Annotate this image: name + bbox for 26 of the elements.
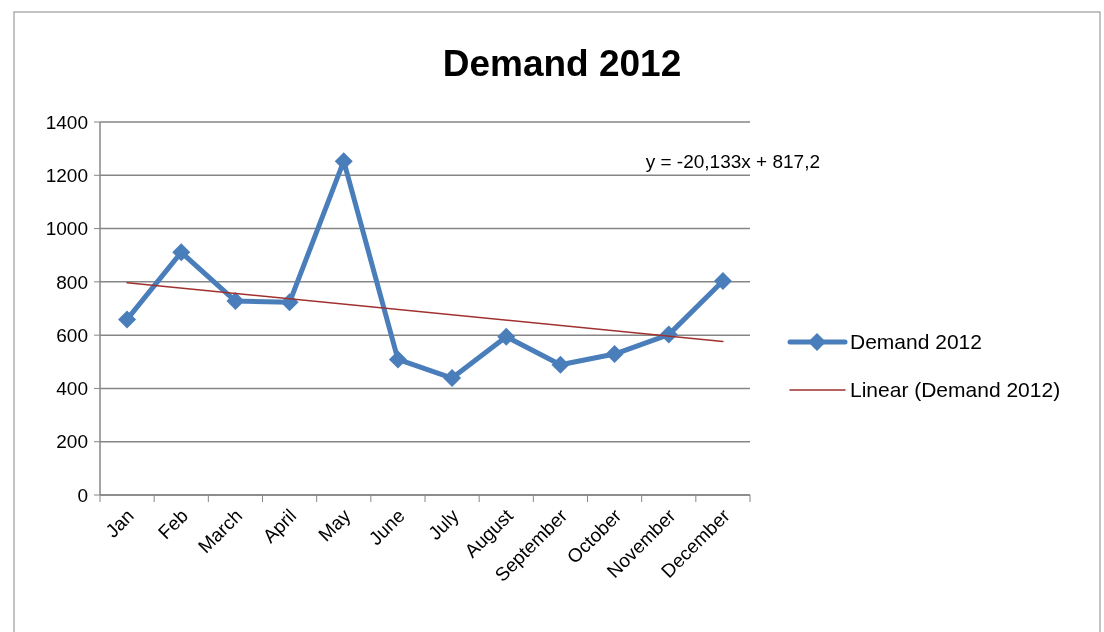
y-tick-label: 600 (56, 324, 88, 346)
y-tick-label: 1200 (45, 164, 88, 186)
point (443, 369, 462, 388)
y-tick-label: 0 (77, 484, 88, 506)
x-tick-label: Feb (154, 504, 193, 543)
legend-label: Linear (Demand 2012) (850, 378, 1061, 402)
point (118, 310, 137, 329)
legend-label: Demand 2012 (850, 330, 982, 354)
point (551, 355, 570, 374)
point (605, 345, 624, 364)
chart-title: Demand 2012 (442, 43, 682, 84)
y-tick-label: 400 (56, 378, 88, 400)
y-tick-label: 200 (56, 431, 88, 453)
x-tick-label: July (424, 504, 464, 544)
point (334, 152, 353, 171)
point (713, 272, 732, 291)
y-tick-label: 800 (56, 271, 88, 293)
point (497, 327, 516, 346)
y-tick-label: 1400 (45, 111, 88, 133)
point (388, 350, 407, 369)
y-tick-label: 1000 (45, 218, 88, 240)
point (226, 292, 245, 311)
annotation: y = -20,133x + 817,2 (645, 150, 820, 172)
x-tick-label: May (314, 504, 355, 546)
point (172, 243, 191, 262)
x-tick-label: Jan (101, 504, 138, 542)
